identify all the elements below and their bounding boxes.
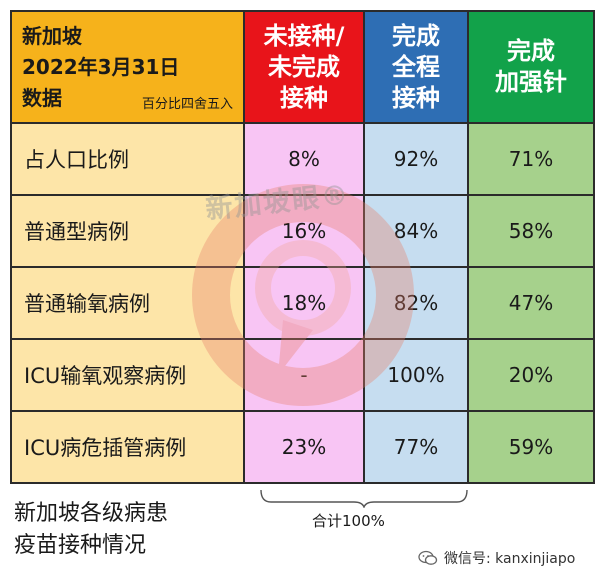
rounding-note: 百分比四舍五入 — [141, 97, 233, 112]
caption-line-2: 疫苗接种情况 — [14, 533, 147, 558]
cell-full: 84% — [363, 194, 469, 268]
caption-line-1: 新加坡各级病患 — [14, 501, 169, 526]
cell-booster: 71% — [467, 122, 595, 196]
header-full-line-2: 全程 — [392, 52, 440, 81]
header-unvaccinated-line-2: 未完成 — [268, 52, 340, 81]
wechat-id: 微信号: kanxinjiapo — [418, 548, 575, 568]
cell-full: 82% — [363, 266, 469, 340]
cell-full: 92% — [363, 122, 469, 196]
title-line-3: 数据 — [22, 85, 62, 110]
vaccination-table: 新加坡 2022年3月31日 数据 百分比四舍五入 未接种/ 未完成 接种 完成… — [10, 10, 595, 484]
cell-unvaccinated: - — [243, 338, 365, 412]
header-full-line-1: 完成 — [392, 21, 440, 50]
sum-brace-icon — [260, 489, 468, 508]
row-label: 占人口比例 — [10, 122, 245, 196]
cell-booster: 59% — [467, 410, 595, 484]
cell-unvaccinated: 23% — [243, 410, 365, 484]
header-row: 新加坡 2022年3月31日 数据 百分比四舍五入 未接种/ 未完成 接种 完成… — [10, 10, 595, 124]
table-row: ICU输氧观察病例 - 100% 20% — [10, 338, 595, 412]
wechat-label: 微信号: kanxinjiapo — [444, 551, 576, 567]
row-label: ICU病危插管病例 — [10, 410, 245, 484]
header-unvaccinated: 未接种/ 未完成 接种 — [243, 10, 365, 124]
title-line-2: 2022年3月31日 — [22, 54, 180, 79]
row-label: 普通输氧病例 — [10, 266, 245, 340]
sum-label: 合计100% — [312, 512, 385, 530]
row-label: ICU输氧观察病例 — [10, 338, 245, 412]
header-full-vaccination: 完成 全程 接种 — [363, 10, 469, 124]
cell-full: 100% — [363, 338, 469, 412]
title-line-1: 新加坡 — [22, 23, 82, 48]
cell-full: 77% — [363, 410, 469, 484]
header-booster-line-1: 完成 — [507, 37, 555, 65]
header-unvaccinated-line-3: 接种 — [280, 83, 328, 112]
table-row: 普通型病例 16% 84% 58% — [10, 194, 595, 268]
header-booster-line-2: 加强针 — [495, 68, 567, 96]
cell-booster: 20% — [467, 338, 595, 412]
cell-unvaccinated: 8% — [243, 122, 365, 196]
table-row: 普通输氧病例 18% 82% 47% — [10, 266, 595, 340]
cell-unvaccinated: 16% — [243, 194, 365, 268]
cell-booster: 58% — [467, 194, 595, 268]
table-row: ICU病危插管病例 23% 77% 59% — [10, 410, 595, 484]
row-label: 普通型病例 — [10, 194, 245, 268]
table-title-cell: 新加坡 2022年3月31日 数据 百分比四舍五入 — [10, 10, 245, 124]
caption: 新加坡各级病患 疫苗接种情况 — [14, 498, 168, 562]
table-row: 占人口比例 8% 92% 71% — [10, 122, 595, 196]
header-full-line-3: 接种 — [392, 83, 440, 112]
wechat-icon — [418, 550, 438, 565]
header-unvaccinated-line-1: 未接种/ — [263, 21, 345, 50]
header-booster: 完成 加强针 — [467, 10, 595, 124]
cell-unvaccinated: 18% — [243, 266, 365, 340]
cell-booster: 47% — [467, 266, 595, 340]
